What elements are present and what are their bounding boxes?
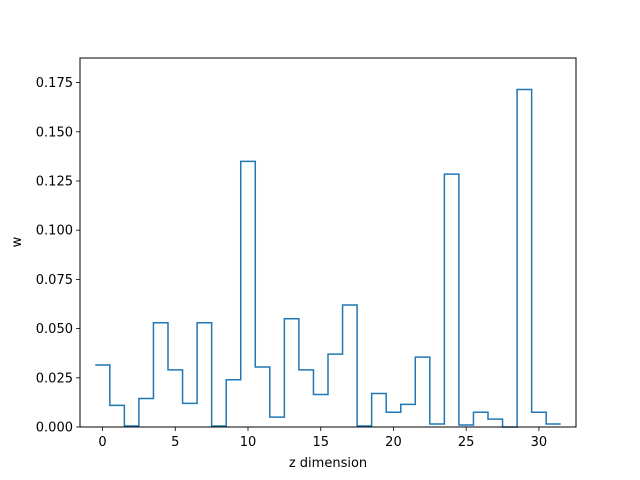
y-tick-label: 0.125 — [36, 175, 73, 190]
data-marks — [95, 88, 561, 428]
x-tick-label: 30 — [531, 435, 548, 450]
y-tick-label: 0.175 — [36, 76, 73, 91]
x-tick-label: 15 — [312, 435, 329, 450]
y-tick-label: 0.050 — [36, 322, 73, 337]
x-tick-label: 5 — [171, 435, 179, 450]
y-tick-label: 0.000 — [36, 421, 73, 436]
step-series-line — [95, 88, 561, 428]
x-tick-label: 20 — [385, 435, 402, 450]
x-tick-label: 10 — [240, 435, 257, 450]
y-axis-label: w — [10, 236, 25, 247]
y-tick-label: 0.025 — [36, 371, 73, 386]
y-tick-label: 0.150 — [36, 125, 73, 140]
x-tick-label: 25 — [458, 435, 475, 450]
x-tick-label: 0 — [98, 435, 106, 450]
x-axis-ticks: 0 5 10 15 20 25 30 — [98, 427, 547, 450]
y-axis-ticks: 0.000 0.025 0.050 0.075 0.100 0.125 0.150 0.175 — [36, 76, 80, 436]
plot-frame — [79, 57, 577, 428]
y-tick-label: 0.100 — [36, 224, 73, 239]
y-tick-label: 0.075 — [36, 273, 73, 288]
x-axis-label: z dimension — [289, 456, 367, 471]
